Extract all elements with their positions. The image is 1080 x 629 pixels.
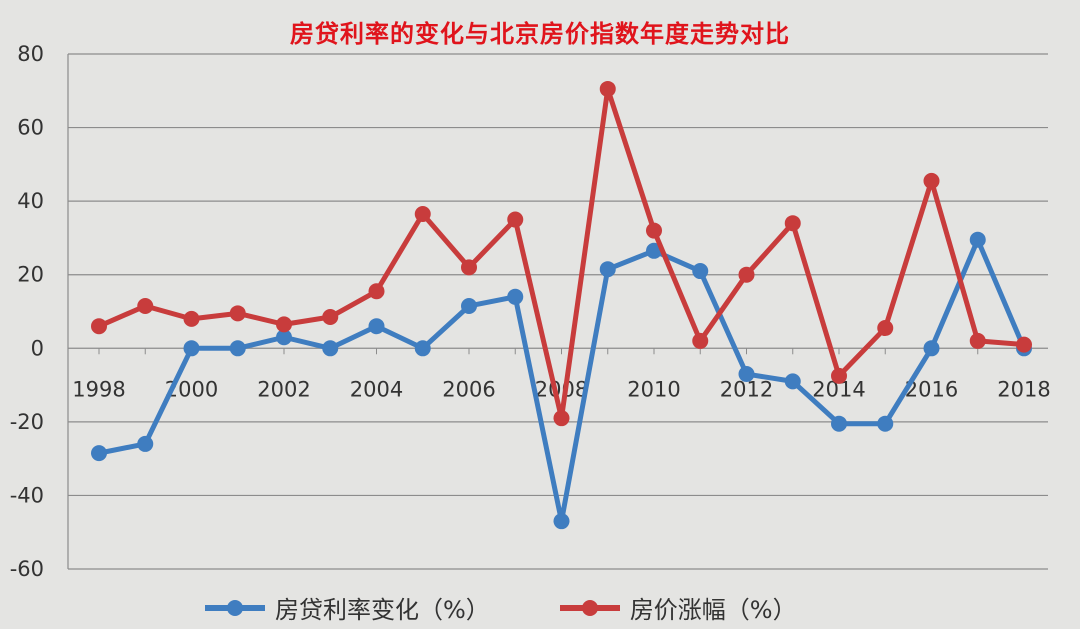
- data-point-series-2: [276, 316, 292, 333]
- data-point-series-2: [1016, 336, 1032, 353]
- legend-swatch-series-2: [559, 599, 620, 616]
- y-tick-label: 0: [31, 336, 44, 360]
- y-tick-label: 60: [17, 116, 44, 140]
- data-point-series-1: [877, 415, 894, 432]
- y-tick-label: -40: [10, 483, 44, 507]
- data-point-series-1: [322, 340, 339, 357]
- data-point-series-1: [137, 435, 154, 452]
- data-point-series-1: [276, 329, 292, 346]
- legend-label-series-2: 房价涨幅（%）: [629, 596, 797, 624]
- data-point-series-2: [553, 410, 570, 427]
- y-tick-label: -20: [10, 410, 44, 434]
- y-tick-label: 80: [17, 42, 44, 66]
- y-tick-label: 40: [17, 189, 44, 213]
- data-point-series-2: [322, 309, 339, 326]
- legend-label-series-1: 房贷利率变化（%）: [275, 596, 490, 624]
- data-point-series-2: [784, 215, 801, 232]
- data-point-series-2: [137, 297, 154, 314]
- legend-swatch-series-1: [205, 599, 265, 616]
- y-tick-label: 20: [17, 263, 44, 287]
- data-point-series-2: [414, 206, 431, 223]
- data-point-series-1: [553, 513, 570, 530]
- data-point-series-1: [229, 340, 246, 357]
- data-point-series-1: [831, 415, 847, 432]
- data-point-series-2: [692, 332, 709, 349]
- data-point-series-2: [738, 266, 755, 283]
- data-point-series-1: [969, 231, 986, 248]
- data-point-series-1: [183, 340, 200, 357]
- x-tick-label: 2006: [442, 377, 495, 401]
- x-tick-label: 2002: [257, 377, 310, 401]
- data-point-series-1: [414, 340, 431, 357]
- data-point-series-1: [507, 288, 524, 305]
- data-point-series-2: [646, 222, 662, 239]
- data-point-series-2: [923, 172, 940, 189]
- chart-title: 房贷利率的变化与北京房价指数年度走势对比: [290, 19, 790, 48]
- data-point-series-2: [831, 367, 847, 384]
- data-point-series-1: [646, 242, 662, 259]
- x-tick-label: 2010: [627, 377, 680, 401]
- y-tick-label: -60: [10, 557, 44, 581]
- data-point-series-2: [368, 283, 385, 300]
- data-point-series-2: [229, 305, 246, 322]
- data-point-series-2: [969, 332, 986, 349]
- x-tick-label: 1998: [72, 377, 125, 401]
- x-tick-label: 2004: [350, 377, 403, 401]
- data-point-series-2: [507, 211, 524, 228]
- data-point-series-2: [183, 310, 200, 327]
- data-point-series-2: [91, 318, 107, 335]
- legend: 房贷利率变化（%） 房价涨幅（%）: [205, 590, 905, 625]
- legend-item-series-2: 房价涨幅（%）: [559, 590, 797, 625]
- data-point-series-1: [784, 373, 801, 390]
- data-point-series-1: [91, 445, 107, 462]
- x-tick-label: 2018: [997, 377, 1050, 401]
- data-point-series-1: [599, 261, 616, 278]
- data-point-series-1: [923, 340, 940, 357]
- data-point-series-1: [692, 263, 709, 280]
- data-point-series-2: [461, 259, 477, 276]
- legend-item-series-1: 房贷利率变化（%）: [205, 590, 490, 625]
- data-point-series-1: [368, 318, 385, 335]
- series-line-2: [96, 86, 1027, 421]
- data-point-series-1: [738, 366, 755, 383]
- data-point-series-2: [877, 320, 894, 337]
- x-tick-label: 2008: [535, 377, 588, 401]
- data-point-series-2: [599, 80, 616, 97]
- data-point-series-1: [461, 297, 477, 314]
